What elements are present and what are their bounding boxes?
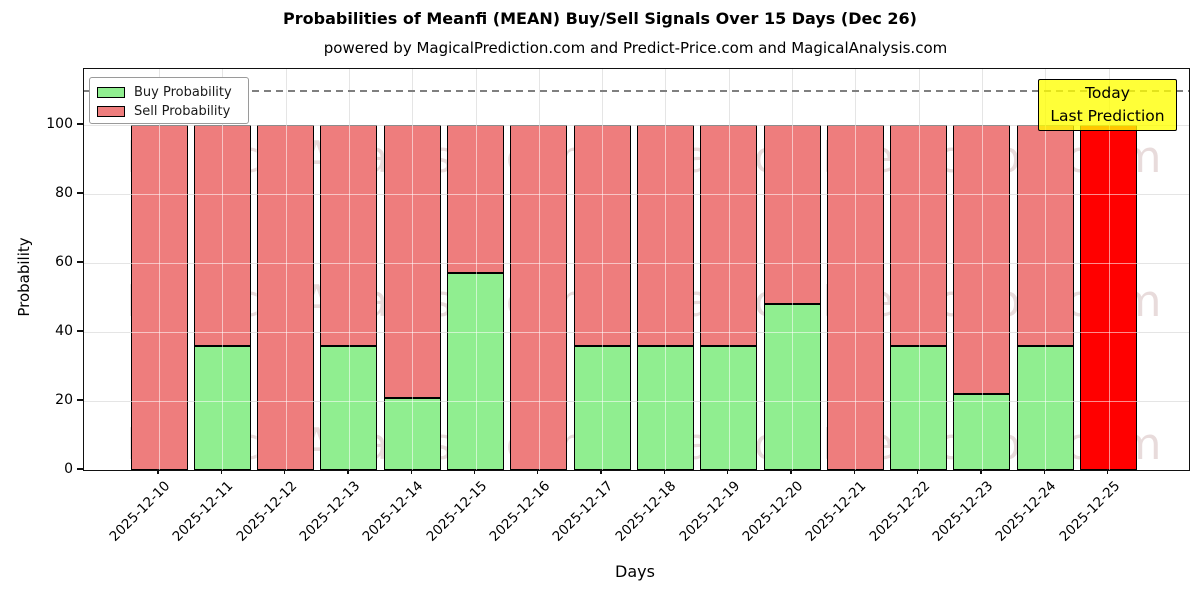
legend-swatch-buy [97,87,125,98]
x-axis-label: Days [615,562,655,581]
legend-label-buy: Buy Probability [134,85,232,100]
x-tick [157,469,159,474]
x-tick [220,469,222,474]
legend-label-sell: Sell Probability [134,104,231,119]
gridline-h-overlay [84,193,1189,195]
x-tick [283,469,286,474]
today-annotation-box: Today Last Prediction [1038,79,1177,131]
x-tick [410,469,412,474]
gridline-v-overlay [792,69,793,470]
x-tick [663,469,666,474]
x-tick-label: 2025-12-22 [866,478,933,545]
x-tick-label: 2025-12-11 [169,478,237,545]
x-tick [980,469,982,474]
y-tick [77,261,83,263]
gridline-h-overlay [84,262,1189,264]
x-tick-label: 2025-12-24 [992,478,1060,545]
gridline-v-overlay [1045,69,1047,470]
x-tick-label: 2025-12-20 [739,478,807,545]
y-tick [77,399,83,401]
x-tick [473,469,476,474]
gridline-v-overlay [412,69,414,470]
legend-item-buy: Buy Probability [97,83,240,102]
annotation-line-today: Today [1085,84,1130,102]
x-tick-label: 2025-12-17 [549,478,617,545]
x-tick-label: 2025-12-12 [233,478,300,545]
x-tick [1106,469,1109,474]
x-tick-label: 2025-12-23 [929,478,997,545]
x-tick [790,469,792,474]
x-tick-label: 2025-12-13 [296,478,364,545]
legend: Buy Probability Sell Probability [89,77,249,124]
x-tick [1043,469,1045,474]
gridline-h-overlay [84,400,1189,402]
x-tick [347,469,349,474]
x-tick [600,469,602,474]
y-tick-label: 100 [46,115,73,132]
gridline-v-overlay [728,69,730,470]
y-tick [77,123,83,125]
gridline-v-overlay [981,69,983,470]
x-tick [727,469,729,474]
x-tick [853,469,855,474]
legend-swatch-sell [97,106,125,117]
gridline-v-overlay [855,69,857,470]
x-tick-label: 2025-12-21 [802,478,870,545]
x-tick-label: 2025-12-25 [1056,478,1123,545]
x-tick-label: 2025-12-10 [106,478,174,545]
y-tick-label: 20 [55,391,73,408]
y-tick [77,468,83,470]
plot-area: MagicalAnalysis.comMagica Prediction.com… [83,68,1190,471]
x-tick [916,469,919,474]
chart-title: Probabilities of Meanfi (MEAN) Buy/Sell … [283,9,917,28]
x-tick-label: 2025-12-16 [486,478,554,545]
y-tick-label: 0 [64,461,73,477]
dashed-threshold-line [84,90,1189,92]
x-tick-label: 2025-12-18 [612,478,680,545]
x-tick-label: 2025-12-15 [423,478,490,545]
gridline-h-overlay [84,331,1189,333]
y-tick-label: 40 [55,322,73,339]
gridline-v-overlay [285,69,287,470]
gridline-v-overlay [665,69,667,470]
annotation-line-last-prediction: Last Prediction [1050,107,1165,125]
y-tick [77,330,83,332]
legend-item-sell: Sell Probability [97,102,240,121]
x-tick [537,469,539,474]
x-tick-label: 2025-12-14 [359,478,427,545]
gridline-v-overlay [538,69,540,470]
y-tick-label: 60 [55,253,73,270]
gridline-v-overlay [602,69,604,470]
chart-subtitle: powered by MagicalPrediction.com and Pre… [323,39,948,57]
gridline-v-overlay [159,69,160,470]
gridline-v-overlay [918,69,920,470]
x-tick-label: 2025-12-19 [676,478,744,545]
y-tick [77,192,83,194]
gridline-h-overlay [84,124,1189,126]
gridline-v-overlay [348,69,350,470]
y-axis-label: Probability [15,237,33,317]
gridline-v-overlay [1108,69,1110,470]
gridline-v-overlay [475,69,477,470]
y-tick-label: 80 [55,184,73,201]
gridline-v-overlay [222,69,224,470]
